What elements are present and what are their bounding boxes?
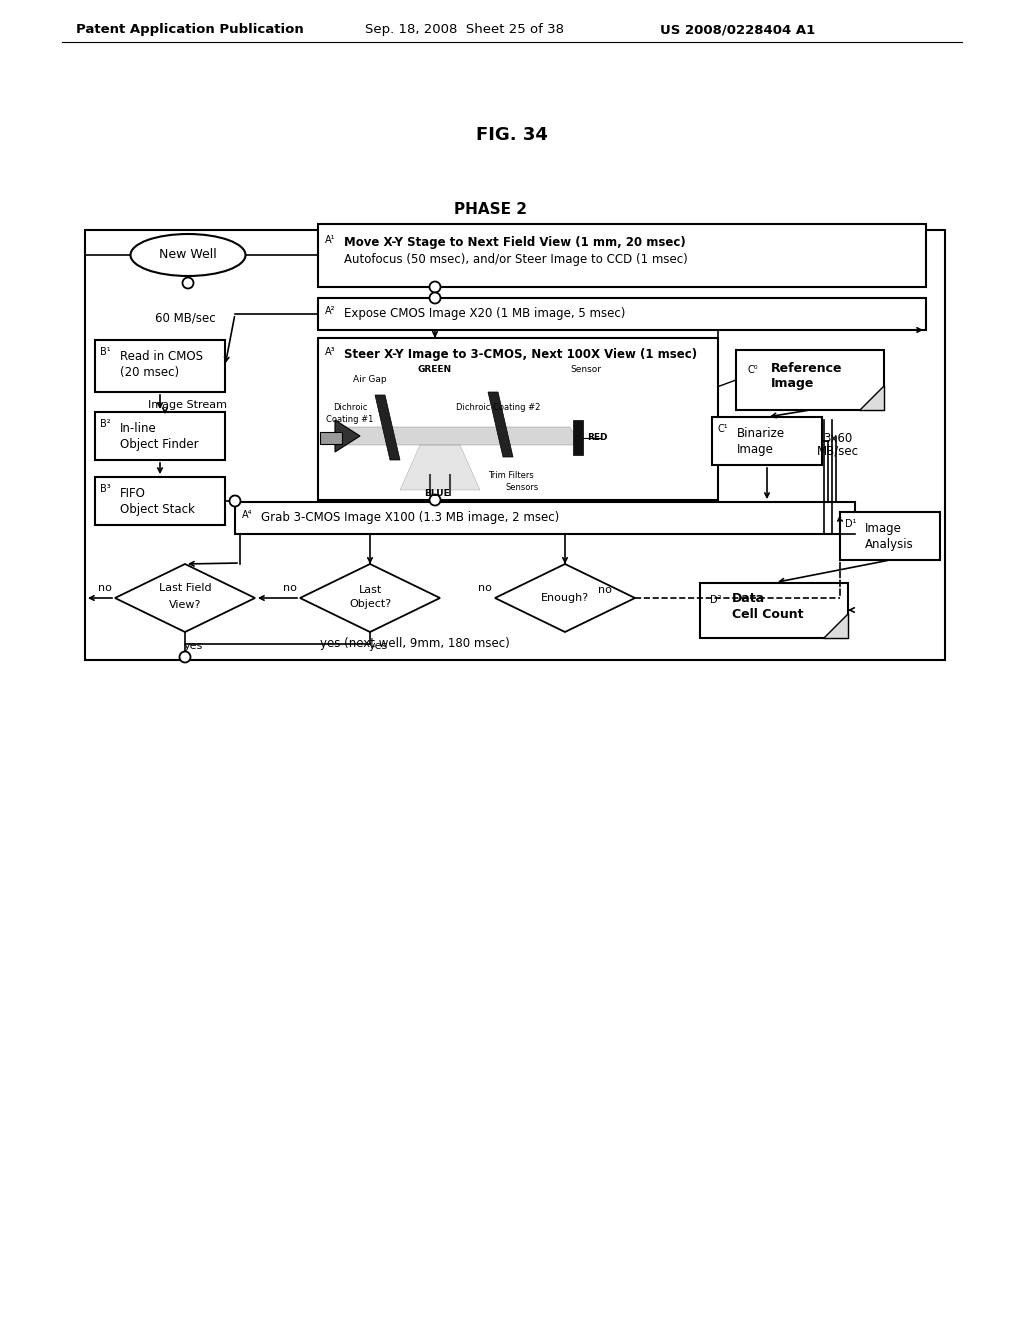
Text: D¹: D¹ xyxy=(845,519,856,529)
Text: Grab 3-CMOS Image X100 (1.3 MB image, 2 msec): Grab 3-CMOS Image X100 (1.3 MB image, 2 … xyxy=(261,511,559,524)
Text: Data: Data xyxy=(732,591,765,605)
Text: FIG. 34: FIG. 34 xyxy=(476,125,548,144)
Polygon shape xyxy=(823,612,848,638)
Text: yes: yes xyxy=(369,642,388,651)
Text: Sensor: Sensor xyxy=(570,366,601,375)
Text: Move X-Y Stage to Next Field View (1 mm, 20 msec): Move X-Y Stage to Next Field View (1 mm,… xyxy=(344,236,686,249)
Text: US 2008/0228404 A1: US 2008/0228404 A1 xyxy=(660,24,815,37)
Text: Reference: Reference xyxy=(771,362,843,375)
Text: In-line: In-line xyxy=(120,422,157,436)
Text: Last Field: Last Field xyxy=(159,583,211,593)
Polygon shape xyxy=(335,426,580,445)
Text: Trim Filters: Trim Filters xyxy=(488,470,534,479)
Text: Dichroic Coating #2: Dichroic Coating #2 xyxy=(456,404,541,412)
Text: New Well: New Well xyxy=(159,248,217,261)
Text: no: no xyxy=(98,583,112,593)
Circle shape xyxy=(429,281,440,293)
Bar xyxy=(840,512,940,560)
Text: B²: B² xyxy=(100,418,111,429)
Text: Autofocus (50 msec), and/or Steer Image to CCD (1 msec): Autofocus (50 msec), and/or Steer Image … xyxy=(344,253,688,267)
Bar xyxy=(712,417,822,465)
Text: yes (next well, 9mm, 180 msec): yes (next well, 9mm, 180 msec) xyxy=(321,638,510,651)
Text: Image: Image xyxy=(737,444,774,455)
Bar xyxy=(318,298,926,330)
Text: Patent Application Publication: Patent Application Publication xyxy=(76,24,304,37)
Bar xyxy=(319,432,342,444)
Text: Last: Last xyxy=(358,585,382,595)
Text: Dichroic: Dichroic xyxy=(333,404,368,412)
Bar xyxy=(85,230,945,660)
Polygon shape xyxy=(375,395,400,459)
Circle shape xyxy=(429,495,440,506)
Circle shape xyxy=(182,277,194,289)
Polygon shape xyxy=(488,392,513,457)
Text: BLUE: BLUE xyxy=(424,490,450,499)
Text: yes: yes xyxy=(183,642,203,651)
Ellipse shape xyxy=(130,234,246,276)
Bar xyxy=(700,582,848,638)
Text: 3x60: 3x60 xyxy=(823,432,853,445)
Text: MB/sec: MB/sec xyxy=(817,445,859,458)
Text: Air Gap: Air Gap xyxy=(353,375,387,384)
Text: View?: View? xyxy=(169,601,201,610)
Text: A¹: A¹ xyxy=(325,235,336,246)
Text: no: no xyxy=(283,583,297,593)
Bar xyxy=(234,502,855,535)
Text: Image Stream: Image Stream xyxy=(148,400,227,411)
Circle shape xyxy=(179,652,190,663)
Text: Sensors: Sensors xyxy=(505,483,539,491)
Polygon shape xyxy=(300,564,440,632)
Text: GREEN: GREEN xyxy=(418,366,452,375)
Text: A²: A² xyxy=(325,306,336,315)
Text: 60 MB/sec: 60 MB/sec xyxy=(155,312,215,325)
Text: C¹: C¹ xyxy=(717,424,728,434)
Polygon shape xyxy=(335,420,360,451)
Text: Image: Image xyxy=(771,378,814,391)
Text: Object Stack: Object Stack xyxy=(120,503,195,516)
Circle shape xyxy=(429,293,440,304)
Bar xyxy=(736,350,884,411)
Text: B¹: B¹ xyxy=(100,347,111,356)
Bar xyxy=(95,341,225,392)
Polygon shape xyxy=(400,445,480,490)
Text: Object?: Object? xyxy=(349,599,391,609)
Text: Analysis: Analysis xyxy=(865,539,913,550)
Text: Image: Image xyxy=(865,521,902,535)
Text: A⁴: A⁴ xyxy=(242,510,253,520)
Text: C⁰: C⁰ xyxy=(748,366,759,375)
Bar xyxy=(95,477,225,525)
Text: no: no xyxy=(478,583,492,593)
Text: D²: D² xyxy=(710,595,722,605)
Text: Enough?: Enough? xyxy=(541,593,589,603)
Bar xyxy=(95,412,225,459)
Polygon shape xyxy=(115,564,255,632)
Text: Expose CMOS Image X20 (1 MB image, 5 msec): Expose CMOS Image X20 (1 MB image, 5 mse… xyxy=(344,308,626,319)
Text: Object Finder: Object Finder xyxy=(120,438,199,451)
Text: B³: B³ xyxy=(100,484,111,494)
Bar xyxy=(318,224,926,286)
Text: A³: A³ xyxy=(325,347,336,356)
Polygon shape xyxy=(495,564,635,632)
Bar xyxy=(318,338,718,500)
Text: Steer X-Y Image to 3-CMOS, Next 100X View (1 msec): Steer X-Y Image to 3-CMOS, Next 100X Vie… xyxy=(344,348,697,360)
Text: (20 msec): (20 msec) xyxy=(120,366,179,379)
Text: RED: RED xyxy=(587,433,607,442)
Text: no: no xyxy=(598,585,612,595)
Text: Binarize: Binarize xyxy=(737,426,785,440)
Text: Sep. 18, 2008  Sheet 25 of 38: Sep. 18, 2008 Sheet 25 of 38 xyxy=(365,24,564,37)
Polygon shape xyxy=(859,385,884,411)
Text: FIFO: FIFO xyxy=(120,487,145,500)
Bar xyxy=(573,420,583,455)
Text: PHASE 2: PHASE 2 xyxy=(454,202,526,218)
Circle shape xyxy=(229,495,241,507)
Text: Cell Count: Cell Count xyxy=(732,607,804,620)
Text: Read in CMOS: Read in CMOS xyxy=(120,350,203,363)
Text: Coating #1: Coating #1 xyxy=(327,414,374,424)
